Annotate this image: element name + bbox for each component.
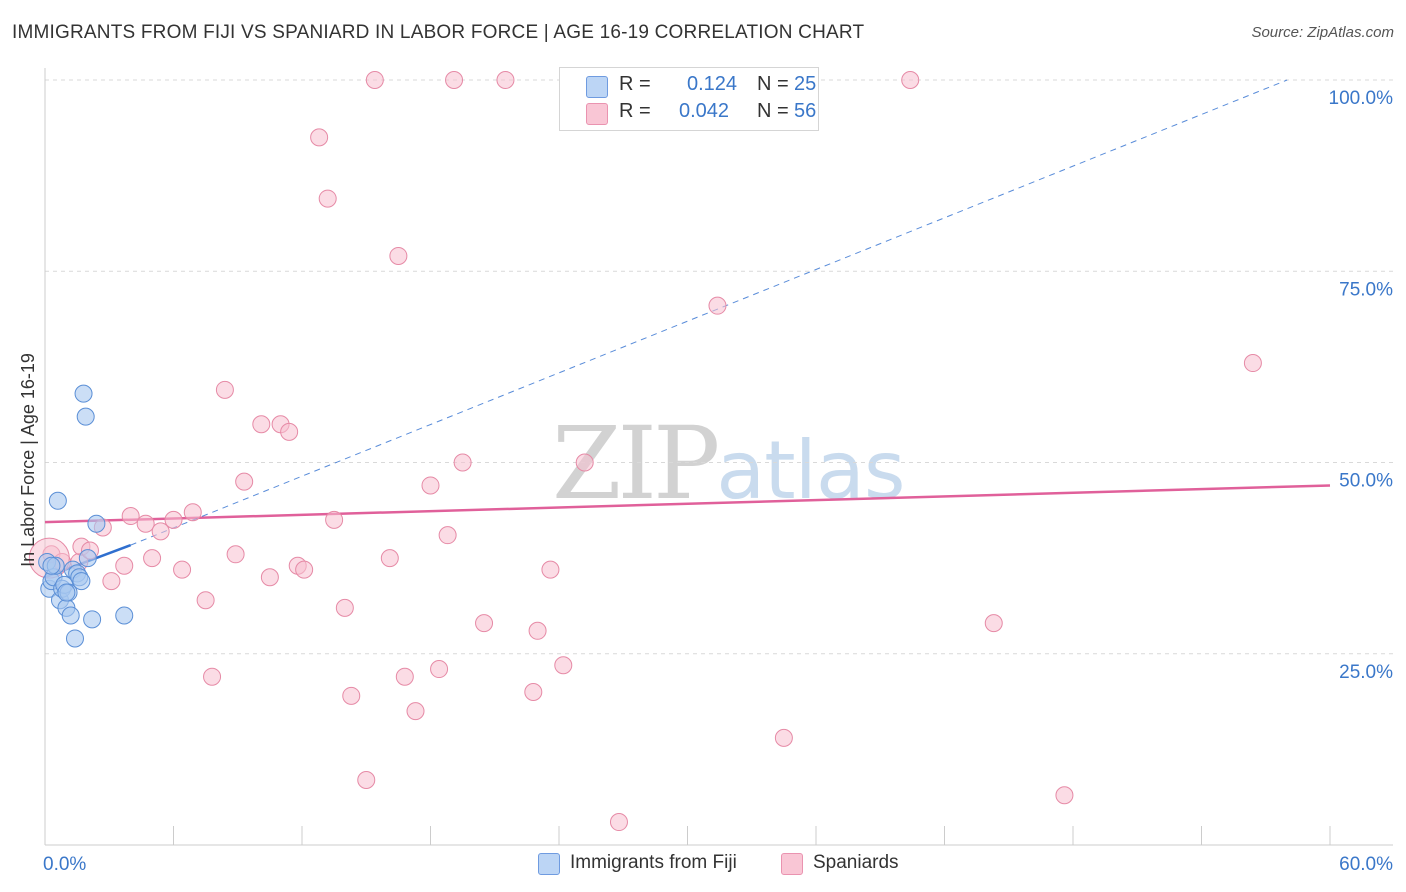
y-axis-title: In Labor Force | Age 16-19	[18, 353, 38, 567]
spaniard-point	[380, 549, 399, 568]
spaniard-point	[445, 71, 464, 89]
spaniard-point	[252, 415, 271, 434]
spaniard-point	[406, 702, 425, 721]
spaniard-point	[395, 667, 414, 686]
fiji-point	[115, 606, 134, 625]
spaniard-point	[357, 770, 376, 789]
y-tick-label: 75.0%	[1339, 279, 1393, 300]
spaniard-point	[115, 556, 134, 575]
spaniard-point	[260, 568, 279, 587]
spaniard-trend-line	[44, 484, 1331, 524]
spaniard-point	[226, 545, 245, 564]
chart-source: Source: ZipAtlas.com	[1251, 24, 1394, 41]
legend-r-label: R =	[619, 73, 651, 95]
spaniard-point	[318, 189, 337, 208]
legend-n-value: 56	[794, 100, 817, 122]
spaniard-point	[143, 549, 162, 568]
trend-lines	[44, 79, 1331, 579]
spaniard-point	[430, 660, 449, 679]
correlation-legend: R = 0.124 N = 25 R = 0.042 N = 56	[559, 67, 819, 131]
spaniard-point	[102, 572, 121, 591]
spaniard-point	[342, 686, 361, 705]
fiji-point	[78, 549, 97, 568]
spaniard-point	[609, 813, 628, 832]
spaniard-point	[173, 560, 192, 579]
spaniard-point	[310, 128, 329, 147]
legend-label: Spaniards	[813, 852, 899, 873]
spaniard-point	[136, 514, 155, 533]
spaniard-point	[541, 560, 560, 579]
spaniard-point	[151, 522, 170, 541]
spaniard-swatch	[586, 103, 608, 125]
spaniard-point	[164, 510, 183, 529]
spaniard-point	[215, 380, 234, 399]
y-tick-label: 25.0%	[1339, 662, 1393, 683]
spaniard-point	[389, 246, 408, 265]
spaniard-point	[524, 683, 543, 701]
fiji-point	[76, 407, 95, 426]
spaniard-point	[984, 614, 1003, 633]
spaniard-point	[196, 591, 215, 610]
fiji-point	[61, 606, 80, 625]
spaniard-point	[575, 453, 594, 472]
legend-n-label: N =	[757, 73, 789, 95]
legend-n-value: 25	[794, 73, 817, 95]
fiji-point	[72, 572, 91, 591]
legend-r-value: 0.042	[679, 100, 730, 122]
spaniard-point	[774, 728, 793, 747]
spaniard-point	[325, 510, 344, 529]
y-tick-label: 100.0%	[1329, 88, 1394, 109]
spaniard-point	[335, 598, 354, 617]
fiji-swatch	[538, 853, 560, 875]
spaniard-point	[453, 453, 472, 472]
spaniard-point	[203, 667, 222, 686]
legend-label: Immigrants from Fiji	[570, 852, 737, 873]
x-tick-label: 0.0%	[43, 854, 86, 875]
spaniard-point	[295, 560, 314, 579]
fiji-point	[83, 610, 102, 629]
legend-r-label: R =	[619, 100, 651, 122]
spaniard-point	[183, 503, 202, 522]
data-points	[28, 71, 1262, 832]
y-tick-label: 50.0%	[1339, 471, 1393, 492]
legend-r-value: 0.124	[687, 73, 738, 95]
spaniard-point	[1243, 354, 1262, 373]
spaniard-point	[708, 296, 727, 315]
spaniard-point	[365, 71, 384, 89]
fiji-swatch	[586, 76, 608, 98]
legend-n-label: N =	[757, 100, 789, 122]
spaniard-point	[475, 614, 494, 633]
fiji-point	[65, 629, 84, 648]
spaniard-point	[901, 71, 920, 89]
spaniard-point	[121, 507, 140, 526]
fiji-point	[42, 556, 61, 575]
spaniard-swatch	[781, 853, 803, 875]
axis-labels: 25.0% 50.0% 75.0% 100.0% 0.0% 60.0% In Labor F…	[18, 88, 1393, 875]
spaniard-point	[1055, 786, 1074, 805]
axes	[44, 68, 1393, 846]
spaniard-point	[438, 526, 457, 545]
fiji-point	[74, 384, 93, 403]
spaniard-point	[528, 621, 547, 640]
grid-lines	[45, 79, 1393, 655]
x-tick-label: 60.0%	[1339, 854, 1393, 875]
fiji-point	[87, 514, 106, 533]
fiji-point	[48, 491, 67, 510]
spaniard-point	[280, 422, 299, 441]
fiji-trend-line-dashed	[130, 79, 1288, 546]
chart-title: IMMIGRANTS FROM FIJI VS SPANIARD IN LABO…	[12, 22, 865, 43]
spaniard-point	[496, 71, 515, 89]
spaniard-point	[554, 656, 573, 675]
spaniard-point	[421, 476, 440, 495]
fiji-point	[57, 583, 76, 602]
spaniard-point	[235, 472, 254, 491]
